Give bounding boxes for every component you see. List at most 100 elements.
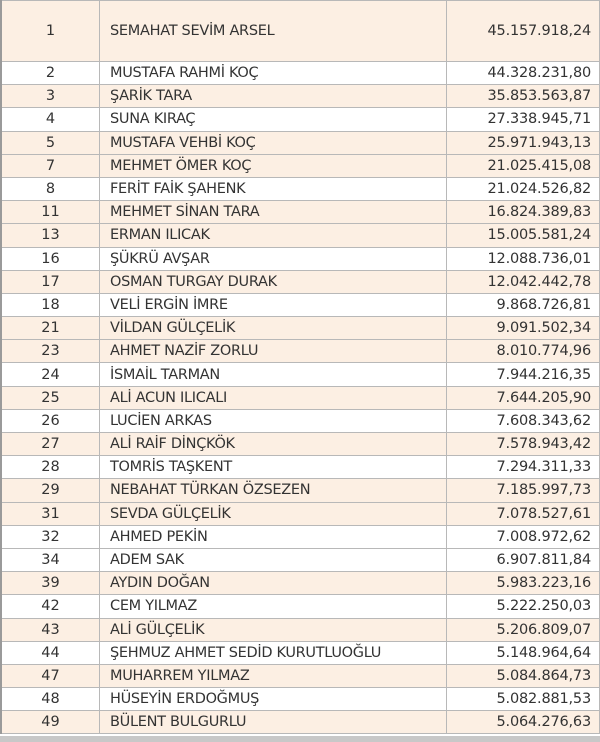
name-cell: ERMAN ILICAK: [99, 223, 447, 248]
rank-cell: 28: [0, 455, 100, 480]
table-row: 24 İSMAİL TARMAN 7.944.216,35: [0, 362, 600, 387]
amount-cell: 5.084.864,73: [446, 663, 600, 689]
rank-cell: 32: [0, 524, 100, 549]
amount-cell: 35.853.563,87: [446, 84, 600, 109]
table-row: 4 SUNA KIRAÇ 27.338.945,71: [0, 107, 600, 132]
rank-cell: 16: [0, 246, 100, 271]
name-cell: AHMET NAZİF ZORLU: [99, 339, 447, 364]
table-row: 16 ŞÜKRÜ AVŞAR 12.088.736,01: [0, 246, 600, 271]
amount-cell: 12.042.442,78: [446, 269, 600, 294]
amount-cell: 9.091.502,34: [446, 316, 600, 341]
rank-cell: 13: [0, 223, 100, 248]
amount-cell: 21.025.415,08: [446, 153, 600, 178]
rank-cell: 47: [0, 663, 100, 689]
rank-cell: 49: [0, 710, 100, 735]
rank-cell: 11: [0, 200, 100, 225]
amount-cell: 9.868.726,81: [446, 292, 600, 318]
table-row: 17 OSMAN TURGAY DURAK 12.042.442,78: [0, 269, 600, 294]
amount-cell: 21.024.526,82: [446, 176, 600, 202]
table-row: 25 ALİ ACUN ILICALI 7.644.205,90: [0, 385, 600, 410]
amount-cell: 7.078.527,61: [446, 501, 600, 526]
table-row: 1 SEMAHAT SEVİM ARSEL 45.157.918,24: [0, 0, 600, 62]
amount-cell: 5.206.809,07: [446, 617, 600, 642]
table-bottom-border: [0, 736, 600, 742]
amount-cell: 45.157.918,24: [446, 0, 600, 62]
amount-cell: 7.644.205,90: [446, 385, 600, 410]
table-row: 3 ŞARİK TARA 35.853.563,87: [0, 84, 600, 109]
name-cell: SUNA KIRAÇ: [99, 107, 447, 132]
table-row: 5 MUSTAFA VEHBİ KOÇ 25.971.943,13: [0, 130, 600, 155]
name-cell: AHMED PEKİN: [99, 524, 447, 549]
name-cell: VELİ ERGİN İMRE: [99, 292, 447, 318]
amount-cell: 6.907.811,84: [446, 547, 600, 573]
rank-cell: 34: [0, 547, 100, 573]
amount-cell: 15.005.581,24: [446, 223, 600, 248]
rank-cell: 4: [0, 107, 100, 132]
name-cell: SEMAHAT SEVİM ARSEL: [99, 0, 447, 62]
table-row: 43 ALİ GÜLÇELİK 5.206.809,07: [0, 617, 600, 642]
table-row: 48 HÜSEYİN ERDOĞMUŞ 5.082.881,53: [0, 687, 600, 712]
name-cell: MUHARREM YILMAZ: [99, 663, 447, 689]
amount-cell: 25.971.943,13: [446, 130, 600, 155]
rank-cell: 3: [0, 84, 100, 109]
table-row: 44 ŞEHMUZ AHMET SEDİD KURUTLUOĞLU 5.148.96…: [0, 640, 600, 665]
name-cell: İSMAİL TARMAN: [99, 362, 447, 387]
amount-cell: 7.608.343,62: [446, 408, 600, 434]
rank-cell: 43: [0, 617, 100, 642]
name-cell: OSMAN TURGAY DURAK: [99, 269, 447, 294]
name-cell: MUSTAFA VEHBİ KOÇ: [99, 130, 447, 155]
table-row: 31 SEVDA GÜLÇELİK 7.078.527,61: [0, 501, 600, 526]
table-row: 42 CEM YILMAZ 5.222.250,03: [0, 594, 600, 619]
rank-cell: 31: [0, 501, 100, 526]
rank-cell: 17: [0, 269, 100, 294]
table-row: 47 MUHARREM YILMAZ 5.084.864,73: [0, 663, 600, 689]
table-row: 39 AYDIN DOĞAN 5.983.223,16: [0, 571, 600, 596]
rank-cell: 24: [0, 362, 100, 387]
table-row: 21 VİLDAN GÜLÇELİK 9.091.502,34: [0, 316, 600, 341]
amount-cell: 5.983.223,16: [446, 571, 600, 596]
table-row: 28 TOMRİS TAŞKENT 7.294.311,33: [0, 455, 600, 480]
name-cell: LUCİEN ARKAS: [99, 408, 447, 434]
table-row: 23 AHMET NAZİF ZORLU 8.010.774,96: [0, 339, 600, 364]
table-row: 11 MEHMET SİNAN TARA 16.824.389,83: [0, 200, 600, 225]
name-cell: ADEM SAK: [99, 547, 447, 573]
amount-cell: 16.824.389,83: [446, 200, 600, 225]
name-cell: BÜLENT BULGURLU: [99, 710, 447, 735]
rank-cell: 18: [0, 292, 100, 318]
table-row: 49 BÜLENT BULGURLU 5.064.276,63: [0, 710, 600, 735]
name-cell: ŞEHMUZ AHMET SEDİD KURUTLUOĞLU: [99, 640, 447, 665]
rank-cell: 8: [0, 176, 100, 202]
rank-cell: 42: [0, 594, 100, 619]
amount-cell: 5.082.881,53: [446, 687, 600, 712]
name-cell: MUSTAFA RAHMİ KOÇ: [99, 60, 447, 86]
table-row: 34 ADEM SAK 6.907.811,84: [0, 547, 600, 573]
name-cell: MEHMET SİNAN TARA: [99, 200, 447, 225]
rank-cell: 44: [0, 640, 100, 665]
name-cell: ALİ GÜLÇELİK: [99, 617, 447, 642]
name-cell: MEHMET ÖMER KOÇ: [99, 153, 447, 178]
table-row: 32 AHMED PEKİN 7.008.972,62: [0, 524, 600, 549]
rank-cell: 5: [0, 130, 100, 155]
name-cell: ŞÜKRÜ AVŞAR: [99, 246, 447, 271]
amount-cell: 12.088.736,01: [446, 246, 600, 271]
name-cell: TOMRİS TAŞKENT: [99, 455, 447, 480]
name-cell: HÜSEYİN ERDOĞMUŞ: [99, 687, 447, 712]
name-cell: CEM YILMAZ: [99, 594, 447, 619]
name-cell: NEBAHAT TÜRKAN ÖZSEZEN: [99, 478, 447, 503]
table-row: 7 MEHMET ÖMER KOÇ 21.025.415,08: [0, 153, 600, 178]
rank-cell: 25: [0, 385, 100, 410]
name-cell: ALİ RAİF DİNÇKÖK: [99, 431, 447, 457]
amount-cell: 7.944.216,35: [446, 362, 600, 387]
amount-cell: 27.338.945,71: [446, 107, 600, 132]
amount-cell: 44.328.231,80: [446, 60, 600, 86]
table-row: 27 ALİ RAİF DİNÇKÖK 7.578.943,42: [0, 431, 600, 457]
rank-cell: 7: [0, 153, 100, 178]
table-row: 8 FERİT FAİK ŞAHENK 21.024.526,82: [0, 176, 600, 202]
amount-cell: 8.010.774,96: [446, 339, 600, 364]
name-cell: ŞARİK TARA: [99, 84, 447, 109]
amount-cell: 7.008.972,62: [446, 524, 600, 549]
rank-cell: 39: [0, 571, 100, 596]
rank-cell: 48: [0, 687, 100, 712]
amount-cell: 5.148.964,64: [446, 640, 600, 665]
rank-cell: 26: [0, 408, 100, 434]
